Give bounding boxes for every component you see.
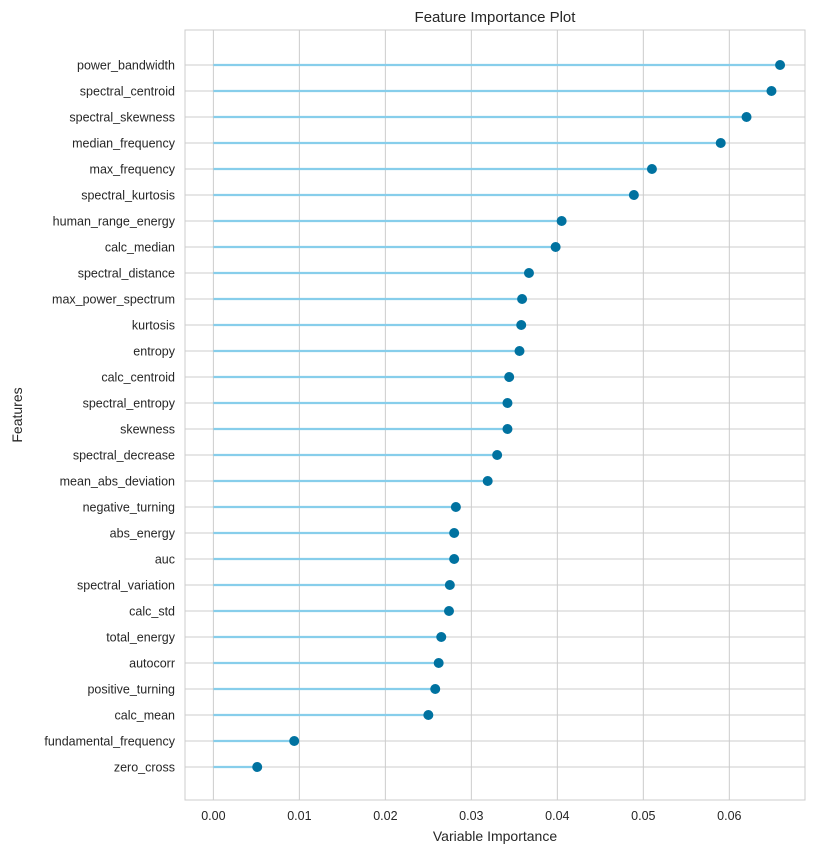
plot-area — [184, 29, 806, 801]
lollipop-marker — [502, 424, 513, 434]
lollipop-marker — [516, 320, 527, 330]
y-tick-label: spectral_entropy — [83, 397, 176, 411]
lollipop-marker — [252, 762, 263, 772]
y-tick-label: auc — [155, 553, 175, 567]
y-tick-label: max_frequency — [90, 163, 176, 177]
lollipop-marker — [423, 710, 434, 720]
lollipop-marker — [741, 112, 752, 122]
lollipop-marker — [523, 268, 534, 278]
chart-title: Feature Importance Plot — [415, 9, 577, 26]
x-tick-label: 0.01 — [287, 809, 311, 823]
y-axis-title: Features — [9, 387, 25, 442]
y-tick-label: negative_turning — [83, 501, 175, 515]
y-tick-label: calc_std — [129, 605, 175, 619]
x-tick-label: 0.00 — [201, 809, 225, 823]
x-axis-title: Variable Importance — [433, 828, 557, 844]
y-tick-label: calc_centroid — [101, 371, 175, 385]
lollipop-marker — [502, 398, 513, 408]
lollipop-marker — [766, 86, 777, 96]
y-tick-label: entropy — [133, 345, 175, 359]
y-tick-label: max_power_spectrum — [52, 293, 175, 307]
lollipop-marker — [433, 658, 444, 668]
x-tick-label: 0.06 — [717, 809, 741, 823]
y-tick-label: spectral_skewness — [69, 111, 175, 125]
x-tick-label: 0.03 — [459, 809, 483, 823]
lollipop-marker — [449, 554, 460, 564]
lollipop-marker — [556, 216, 567, 226]
y-tick-label: median_frequency — [72, 137, 176, 151]
y-tick-label: power_bandwidth — [77, 59, 175, 73]
lollipop-marker — [450, 502, 461, 512]
y-tick-label: spectral_centroid — [80, 85, 175, 99]
x-tick-labels: 0.00 0.01 0.02 0.03 0.04 0.05 0.06 — [201, 809, 741, 823]
lollipop-marker — [775, 60, 786, 70]
y-tick-label: total_energy — [106, 631, 176, 645]
y-tick-label: abs_energy — [110, 527, 176, 541]
y-tick-label: positive_turning — [87, 683, 175, 697]
y-tick-label: calc_mean — [115, 709, 175, 723]
y-tick-label: zero_cross — [114, 761, 175, 775]
y-tick-label: kurtosis — [132, 319, 175, 333]
x-tick-label: 0.02 — [373, 809, 397, 823]
x-tick-label: 0.05 — [631, 809, 655, 823]
lollipop-marker — [444, 580, 455, 590]
lollipop-marker — [715, 138, 726, 148]
y-tick-label: human_range_energy — [53, 215, 176, 229]
y-tick-label: autocorr — [129, 657, 175, 671]
y-tick-label: spectral_variation — [77, 579, 175, 593]
lollipop-marker — [430, 684, 441, 694]
lollipop-stems — [213, 63, 781, 769]
lollipop-marker — [482, 476, 493, 486]
y-tick-label: spectral_distance — [78, 267, 175, 281]
lollipop-marker — [449, 528, 460, 538]
y-tick-label: mean_abs_deviation — [60, 475, 175, 489]
lollipop-marker — [436, 632, 447, 642]
lollipop-marker — [443, 606, 454, 616]
y-tick-label: spectral_kurtosis — [81, 189, 175, 203]
lollipop-marker — [628, 190, 639, 200]
lollipop-markers — [252, 60, 786, 772]
y-tick-label: skewness — [120, 423, 175, 437]
lollipop-marker — [550, 242, 561, 252]
lollipop-marker — [492, 450, 503, 460]
lollipop-marker — [646, 164, 657, 174]
lollipop-marker — [504, 372, 515, 382]
y-tick-labels: power_bandwidth spectral_centroid spectral… — [44, 59, 175, 775]
lollipop-marker — [514, 346, 525, 356]
y-tick-label: calc_median — [105, 241, 175, 255]
y-tick-label: spectral_decrease — [73, 449, 175, 463]
y-tick-label: fundamental_frequency — [44, 735, 175, 749]
lollipop-marker — [289, 736, 300, 746]
x-tick-label: 0.04 — [545, 809, 569, 823]
lollipop-marker — [517, 294, 528, 304]
